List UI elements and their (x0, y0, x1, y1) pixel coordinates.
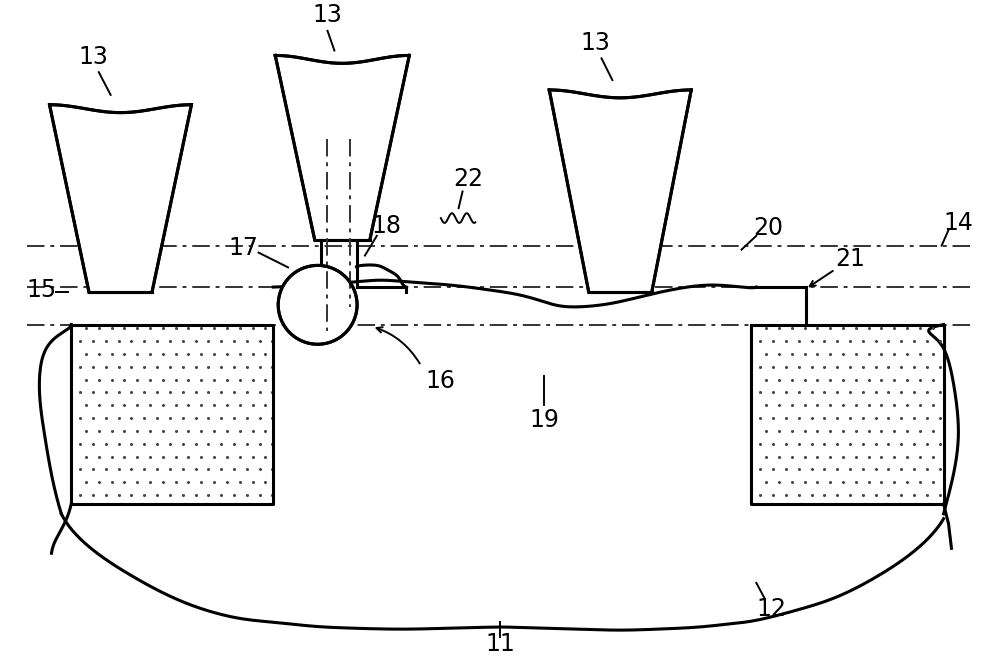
Text: 14: 14 (943, 211, 973, 235)
Polygon shape (275, 55, 409, 240)
Text: 13: 13 (313, 3, 342, 27)
Text: 18: 18 (372, 214, 402, 238)
Circle shape (278, 265, 357, 344)
Text: 16: 16 (426, 369, 456, 393)
Polygon shape (50, 104, 191, 292)
Text: 20: 20 (753, 216, 783, 240)
Polygon shape (751, 325, 944, 504)
Text: 22: 22 (453, 167, 483, 191)
Text: 12: 12 (756, 597, 786, 622)
Text: 19: 19 (529, 408, 559, 432)
Text: 17: 17 (229, 236, 259, 260)
Text: 21: 21 (835, 248, 865, 271)
Text: 13: 13 (581, 31, 611, 55)
Text: 13: 13 (78, 45, 108, 70)
Text: 11: 11 (485, 632, 515, 656)
Text: 15: 15 (27, 278, 57, 302)
Polygon shape (549, 90, 691, 292)
Polygon shape (71, 325, 273, 504)
